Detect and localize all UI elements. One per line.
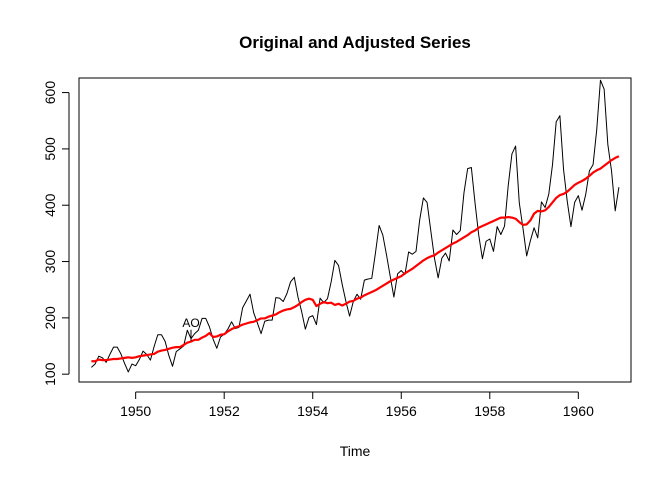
x-tick-label: 1954: [297, 403, 328, 419]
chart-title: Original and Adjusted Series: [239, 33, 471, 52]
x-tick-label: 1950: [120, 403, 151, 419]
y-tick-label: 500: [42, 137, 58, 161]
series-layer: [91, 79, 620, 373]
x-tick-label: 1960: [563, 403, 594, 419]
x-axis: 1950 1952 1954 1956 1958 1960: [120, 391, 594, 419]
annotation-layer: AO: [182, 316, 200, 341]
x-tick-label: 1956: [386, 403, 417, 419]
x-tick-label: 1958: [474, 403, 505, 419]
y-tick-label: 300: [42, 250, 58, 274]
series-line-adjusted: [91, 155, 620, 363]
plot-area-frame: [78, 77, 632, 383]
y-tick-label: 100: [42, 362, 58, 386]
y-tick-label: 400: [42, 193, 58, 217]
y-tick-label: 200: [42, 306, 58, 330]
y-axis: 100 200 300 400 500 600: [42, 81, 70, 386]
y-tick-label: 600: [42, 81, 58, 105]
x-tick-label: 1952: [209, 403, 240, 419]
annotation-label: AO: [182, 316, 199, 330]
x-axis-label: Time: [340, 443, 371, 459]
series-line-original: [91, 79, 620, 373]
